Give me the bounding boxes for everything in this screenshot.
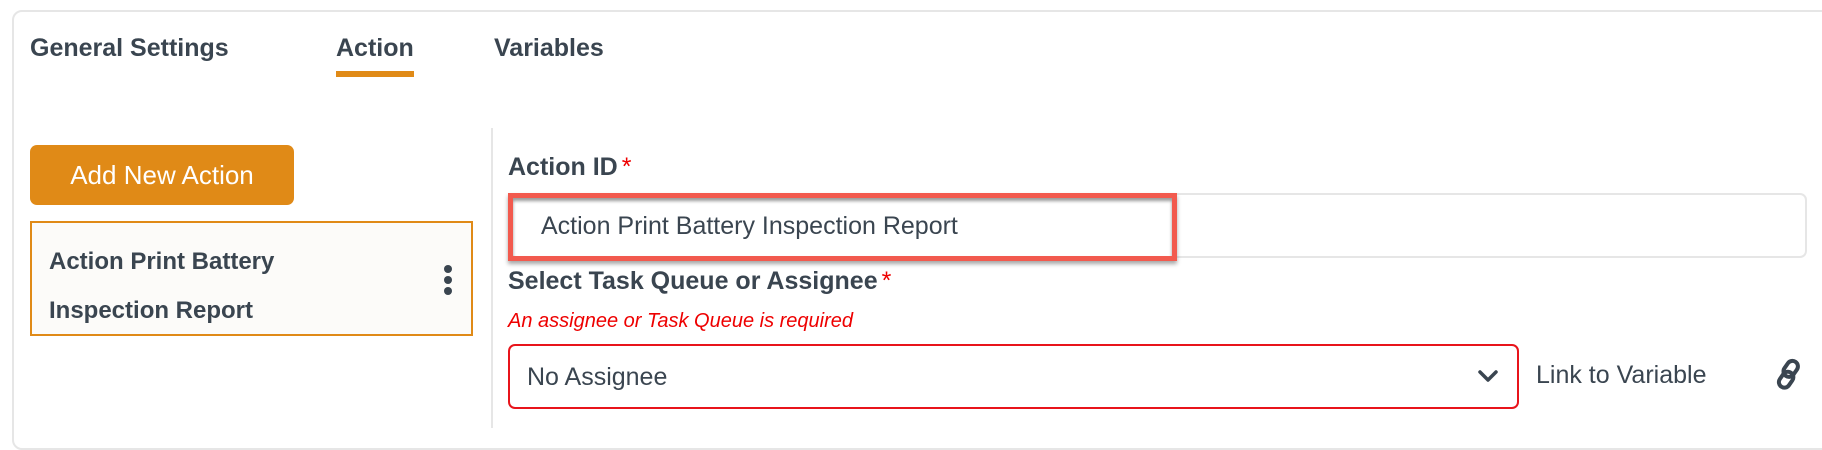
column-divider: [491, 128, 493, 428]
chevron-down-icon: [1478, 370, 1498, 382]
assignee-label-text: Select Task Queue or Assignee: [508, 267, 878, 295]
required-asterisk: *: [881, 267, 892, 295]
action-list-item[interactable]: Action Print Battery Inspection Report: [30, 221, 473, 336]
assignee-label: Select Task Queue or Assignee *: [508, 267, 891, 296]
tab-general-settings[interactable]: General Settings: [30, 34, 229, 62]
assignee-select[interactable]: No Assignee: [508, 344, 1519, 409]
link-to-variable-button[interactable]: Link to Variable: [1536, 361, 1707, 389]
required-asterisk: *: [621, 153, 632, 181]
tab-action[interactable]: Action: [336, 34, 414, 77]
assignee-select-value: No Assignee: [527, 363, 668, 391]
link-icon[interactable]: [1774, 358, 1804, 390]
highlight-box: [508, 193, 1177, 261]
add-new-action-button[interactable]: Add New Action: [30, 145, 294, 205]
action-id-label: Action ID *: [508, 153, 631, 182]
assignee-error-message: An assignee or Task Queue is required: [508, 310, 854, 332]
action-list-item-label: Action Print Battery Inspection Report: [49, 248, 275, 324]
action-id-value[interactable]: Action Print Battery Inspection Report: [541, 212, 958, 240]
tab-variables[interactable]: Variables: [494, 34, 604, 62]
kebab-menu-icon[interactable]: [444, 265, 452, 298]
action-id-label-text: Action ID: [508, 153, 618, 181]
